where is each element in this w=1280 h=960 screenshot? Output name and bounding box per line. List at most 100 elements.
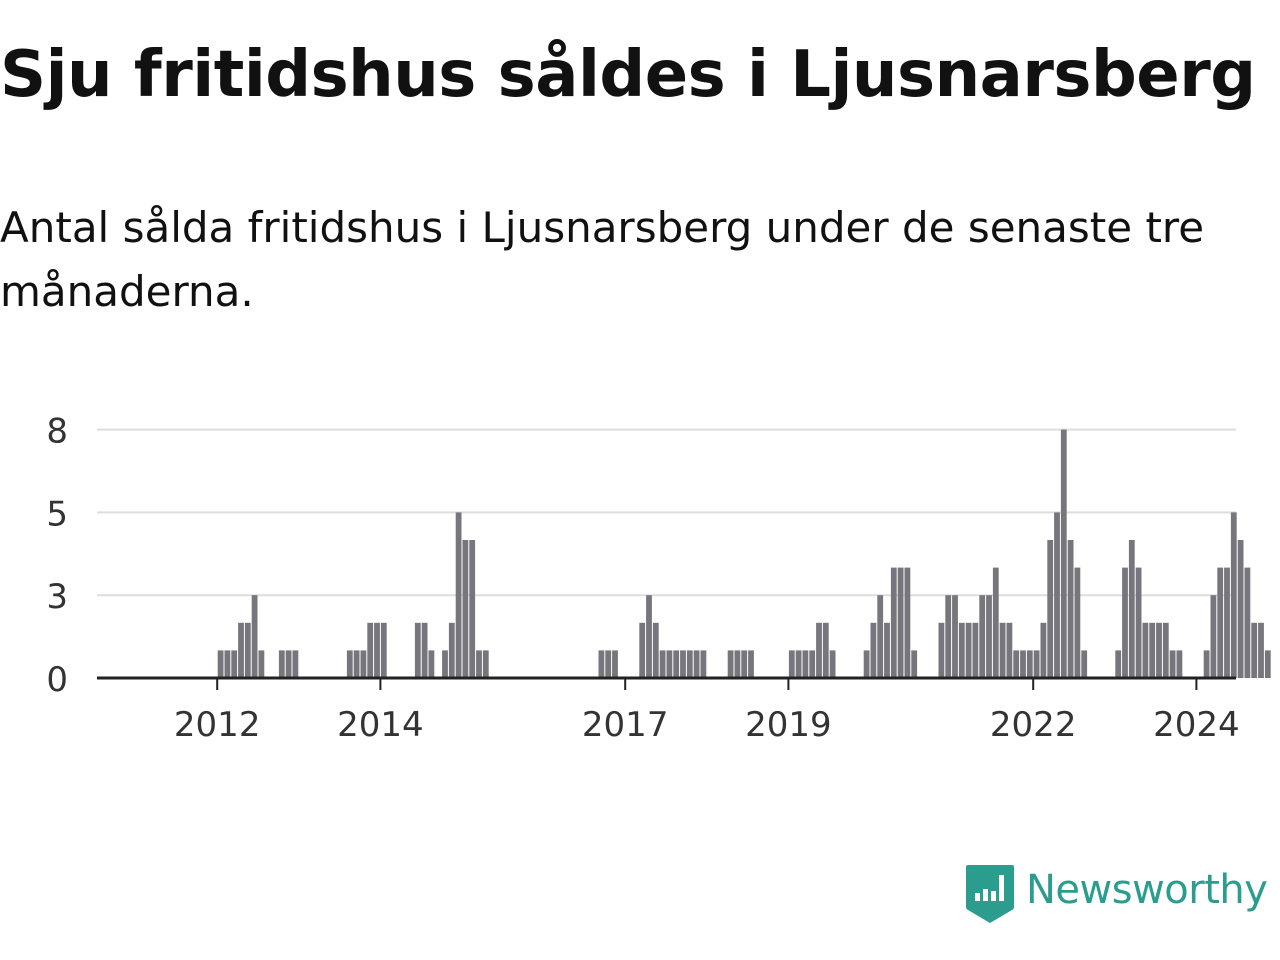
- bar: [231, 650, 238, 678]
- bar: [897, 567, 904, 678]
- grid-layer: [97, 428, 1236, 597]
- bar: [1149, 622, 1156, 678]
- bar: [809, 650, 816, 678]
- bar: [999, 622, 1006, 678]
- bar: [1224, 567, 1230, 678]
- x-tick-label: 2012: [174, 705, 261, 745]
- bar: [788, 650, 795, 678]
- bar: [1264, 650, 1271, 678]
- bar: [816, 622, 822, 678]
- bar: [251, 595, 258, 678]
- bar: [1067, 540, 1074, 678]
- x-tick-label: 2022: [990, 705, 1077, 745]
- bar: [278, 650, 285, 678]
- bar: [727, 650, 734, 678]
- bar: [353, 650, 360, 678]
- axis-layer: 03587201220142017201920222024: [46, 412, 1240, 745]
- y-tick-label: 0: [46, 660, 68, 700]
- bar: [1026, 650, 1033, 678]
- bar: [1006, 622, 1013, 678]
- bar: [469, 540, 476, 678]
- bar: [1230, 512, 1237, 678]
- bar: [428, 650, 435, 678]
- bar: [884, 622, 890, 678]
- bar: [258, 650, 265, 678]
- bar: [734, 650, 741, 678]
- bar: [224, 650, 231, 678]
- bar: [972, 622, 979, 678]
- bar: [1237, 540, 1244, 678]
- chart-subtitle: Antal sålda fritidshus i Ljusnarsberg un…: [0, 203, 1205, 316]
- bar: [904, 567, 911, 678]
- bar: [748, 650, 754, 678]
- bar: [945, 595, 952, 678]
- bar: [482, 650, 489, 678]
- bar: [1258, 622, 1264, 678]
- bar: [448, 622, 455, 678]
- bar: [680, 650, 686, 678]
- x-tick-label: 2017: [582, 705, 669, 745]
- y-tick-label: 3: [46, 577, 68, 617]
- bar: [1020, 650, 1026, 678]
- bar: [1203, 650, 1210, 678]
- bar: [979, 595, 986, 678]
- bar: [986, 595, 992, 678]
- x-tick-label: 2014: [337, 705, 424, 745]
- bar: [1142, 622, 1149, 678]
- bar: [666, 650, 673, 678]
- chart-title: Sju fritidshus såldes i Ljusnarsberg: [0, 38, 1256, 112]
- bar: [965, 622, 972, 678]
- bar: [952, 595, 958, 678]
- bars-layer: [217, 429, 1271, 678]
- bar: [285, 650, 292, 678]
- bar: [693, 650, 700, 678]
- bar: [1128, 540, 1135, 678]
- bar: [802, 650, 809, 678]
- brand: Newsworthy: [964, 862, 1268, 926]
- bar: [1033, 650, 1040, 678]
- bar: [1115, 650, 1122, 678]
- bar: [673, 650, 680, 678]
- bar: [360, 650, 367, 678]
- bar: [346, 650, 353, 678]
- bar: [414, 622, 421, 678]
- bar: [911, 650, 918, 678]
- bar: [652, 622, 659, 678]
- bar: [1251, 622, 1258, 678]
- bar: [1047, 540, 1054, 678]
- bar: [374, 622, 380, 678]
- bar: [442, 650, 448, 678]
- bar: [1156, 622, 1162, 678]
- bar: [1040, 622, 1047, 678]
- newsworthy-logo-icon: [966, 865, 1014, 923]
- y-tick-label: 5: [46, 494, 68, 534]
- bar: [992, 567, 999, 678]
- bar: [1054, 512, 1060, 678]
- bar: [455, 512, 462, 678]
- bar: [1135, 567, 1142, 678]
- bar: [238, 622, 244, 678]
- bar: [700, 650, 707, 678]
- x-tick-label: 2024: [1153, 705, 1240, 745]
- bar: [367, 622, 374, 678]
- bar: [1169, 650, 1176, 678]
- y-tick-label: 8: [46, 412, 68, 452]
- bar: [1122, 567, 1128, 678]
- bar: [659, 650, 666, 678]
- bar: [1176, 650, 1183, 678]
- bar: [1081, 650, 1088, 678]
- bar: [292, 650, 299, 678]
- x-tick-label: 2019: [745, 705, 832, 745]
- bar: [1060, 429, 1067, 678]
- bar: [1244, 567, 1251, 678]
- bar: [1210, 595, 1217, 678]
- bar: [217, 650, 224, 678]
- bar: [612, 650, 618, 678]
- bar: [1074, 567, 1081, 678]
- bar: [605, 650, 612, 678]
- bar: [829, 650, 836, 678]
- bar: [890, 567, 897, 678]
- bar: [877, 595, 884, 678]
- bar: [244, 622, 251, 678]
- bar: [1217, 567, 1224, 678]
